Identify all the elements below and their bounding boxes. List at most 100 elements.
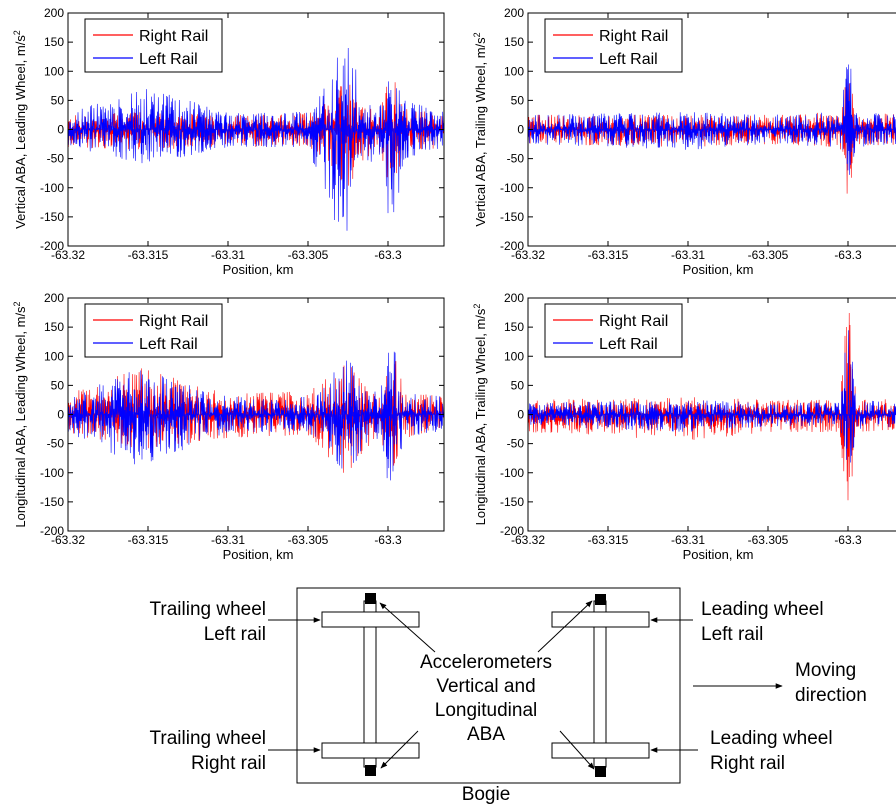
label-trailing-left-2: Left rail (204, 624, 266, 645)
y-tick-label: -200 (500, 239, 524, 253)
y-tick-label: -150 (40, 495, 64, 509)
arrow-accel-trailing-right (380, 730, 419, 769)
chart-panel-2: -200 -150 -100 -50 0 50 100 150 200 -63.32 -63.315… (472, 6, 896, 277)
y-tick-label: 200 (44, 6, 64, 20)
x-tick-label: -63.31 (671, 533, 705, 547)
series-group (528, 312, 896, 501)
y-tick-label: 150 (504, 35, 524, 49)
legend-label: Right Rail (599, 313, 668, 330)
x-tick-label: -63.31 (211, 248, 245, 262)
x-tick-label: -63.315 (588, 533, 629, 547)
y-tick-label: -50 (507, 152, 525, 166)
x-tick-label: -63.305 (288, 533, 329, 547)
y-tick-label: 50 (511, 93, 525, 107)
y-tick-label: 0 (57, 408, 64, 422)
bogie-diagram: Trailing wheel Left rail Trailing wheel … (149, 587, 867, 805)
x-tick-label: -63.305 (748, 248, 789, 262)
x-tick-label: -63.31 (211, 533, 245, 547)
x-tick-label: -63.305 (288, 248, 329, 262)
label-leading-left-2: Left rail (701, 624, 763, 645)
y-tick-label: 150 (504, 320, 524, 334)
label-moving-2: direction (795, 685, 867, 706)
y-tick-label: -100 (40, 466, 64, 480)
label-trailing-right-1: Trailing wheel (149, 728, 266, 749)
y-tick-label: 100 (44, 64, 64, 78)
y-tick-label: -50 (47, 437, 65, 451)
y-tick-label: -200 (40, 524, 64, 538)
leading-right-wheel (551, 742, 650, 759)
legend: Right Rail Left Rail (84, 303, 223, 358)
legend-box (84, 303, 223, 358)
label-accelerometers-1: Accelerometers (420, 652, 552, 673)
legend: Right Rail Left Rail (84, 18, 223, 73)
y-tick-label: 100 (44, 349, 64, 363)
y-tick-label: 200 (504, 291, 524, 305)
y-tick-label: 100 (504, 64, 524, 78)
y-tick-label: -150 (40, 210, 64, 224)
label-bogie: Bogie (462, 784, 511, 805)
x-tick-label: -63.315 (128, 533, 169, 547)
chart-panel-4: -200 -150 -100 -50 0 50 100 150 200 -63.32 -63.315… (472, 291, 896, 562)
y-tick-label: -50 (507, 437, 525, 451)
y-tick-label: 50 (511, 378, 525, 392)
chart-panel-1: -200 -150 -100 -50 0 50 100 150 200 -63.32 -63.315… (12, 6, 445, 277)
x-axis-label: Position, km (683, 262, 754, 277)
x-tick-label: -63.32 (51, 248, 85, 262)
y-axis-label: Longitudinal ABA, Trailing Wheel, m/s2 (472, 304, 488, 526)
y-tick-label: 0 (517, 408, 524, 422)
y-tick-label: 200 (44, 291, 64, 305)
label-trailing-right-2: Right rail (191, 753, 266, 774)
x-axis-label: Position, km (223, 262, 294, 277)
y-tick-label: 150 (44, 35, 64, 49)
legend-label: Right Rail (139, 28, 208, 45)
x-tick-label: -63.32 (511, 248, 545, 262)
y-tick-label: -150 (500, 210, 524, 224)
y-tick-label: 100 (504, 349, 524, 363)
y-tick-label: -200 (40, 239, 64, 253)
label-moving-1: Moving (795, 660, 856, 681)
y-tick-label: -100 (500, 181, 524, 195)
legend-label: Left Rail (139, 336, 198, 353)
legend-label: Left Rail (139, 51, 198, 68)
arrow-accel-trailing-left (379, 602, 436, 653)
legend-box (84, 18, 223, 73)
legend-label: Left Rail (599, 336, 658, 353)
bogie-frame (296, 587, 681, 784)
label-leading-left-1: Leading wheel (701, 599, 824, 620)
x-tick-label: -63.32 (511, 533, 545, 547)
x-tick-label: -63.3 (834, 533, 862, 547)
y-tick-label: -100 (40, 181, 64, 195)
label-accelerometers-3: Longitudinal (435, 700, 537, 721)
series-line-left-rail (68, 47, 444, 231)
series-line-left-rail (528, 330, 896, 463)
series-group (68, 47, 444, 231)
series-line-left-rail (68, 351, 444, 481)
y-axis-label: Longitudinal ABA, Leading Wheel, m/s2 (12, 301, 28, 527)
trailing-left-accelerometer (365, 593, 376, 604)
label-accelerometers-2: Vertical and (436, 676, 535, 697)
y-tick-label: 0 (517, 123, 524, 137)
y-tick-label: 0 (57, 123, 64, 137)
x-axis-label: Position, km (683, 547, 754, 562)
series-line-left-rail (528, 64, 896, 175)
trailing-right-accelerometer (365, 765, 376, 776)
label-leading-right-2: Right rail (710, 753, 785, 774)
leading-right-accelerometer (595, 766, 606, 777)
legend-label: Left Rail (599, 51, 658, 68)
y-axis-label: Vertical ABA, Leading Wheel, m/s2 (12, 30, 28, 229)
y-tick-label: 200 (504, 6, 524, 20)
label-accelerometers-4: ABA (467, 724, 505, 745)
x-tick-label: -63.3 (834, 248, 862, 262)
x-tick-label: -63.305 (748, 533, 789, 547)
x-tick-label: -63.31 (671, 248, 705, 262)
legend-label: Right Rail (599, 28, 668, 45)
y-tick-label: 50 (51, 378, 65, 392)
leading-left-accelerometer (595, 594, 606, 605)
series-group (528, 64, 896, 194)
x-tick-label: -63.315 (588, 248, 629, 262)
legend-label: Right Rail (139, 313, 208, 330)
x-tick-label: -63.3 (374, 248, 402, 262)
label-trailing-left-1: Trailing wheel (149, 599, 266, 620)
x-tick-label: -63.32 (51, 533, 85, 547)
